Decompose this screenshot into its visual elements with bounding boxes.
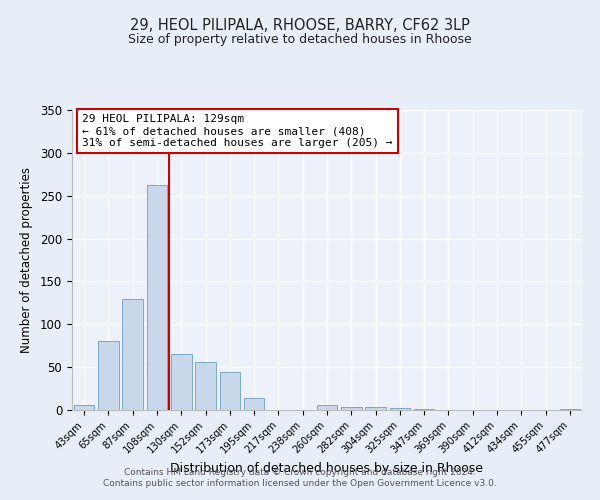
Bar — [341, 406, 362, 410]
Bar — [171, 354, 191, 410]
Bar — [146, 184, 167, 410]
Text: Size of property relative to detached houses in Rhoose: Size of property relative to detached ho… — [128, 32, 472, 46]
Bar — [122, 300, 143, 410]
Text: 29, HEOL PILIPALA, RHOOSE, BARRY, CF62 3LP: 29, HEOL PILIPALA, RHOOSE, BARRY, CF62 3… — [130, 18, 470, 32]
Bar — [317, 405, 337, 410]
Bar — [365, 408, 386, 410]
Bar — [98, 340, 119, 410]
Bar — [414, 409, 434, 410]
Bar — [244, 398, 265, 410]
Text: 29 HEOL PILIPALA: 129sqm
← 61% of detached houses are smaller (408)
31% of semi-: 29 HEOL PILIPALA: 129sqm ← 61% of detach… — [82, 114, 392, 148]
Bar — [74, 405, 94, 410]
Y-axis label: Number of detached properties: Number of detached properties — [20, 167, 33, 353]
X-axis label: Distribution of detached houses by size in Rhoose: Distribution of detached houses by size … — [170, 462, 484, 475]
Bar — [560, 409, 580, 410]
Text: Contains HM Land Registry data © Crown copyright and database right 2024.
Contai: Contains HM Land Registry data © Crown c… — [103, 468, 497, 487]
Bar — [195, 362, 216, 410]
Bar — [389, 408, 410, 410]
Bar — [220, 372, 240, 410]
